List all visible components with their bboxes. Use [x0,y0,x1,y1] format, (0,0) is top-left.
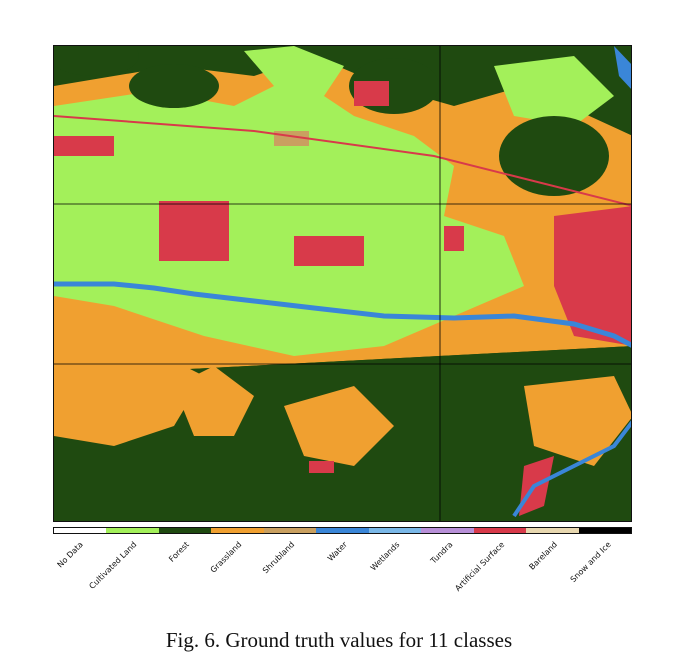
legend-label-tundra: Tundra [428,540,455,566]
legend-label-water: Water [325,540,349,564]
legend-label-grassland: Grassland [208,540,244,575]
artificial-surface-town-center [294,236,364,266]
land-cover-map [53,45,632,522]
legend-labels: No Data Cultivated Land Forest Grassland Shr… [53,536,632,596]
land-cover-map-svg [54,46,631,521]
road-line-main [54,115,631,207]
legend-label-snow-and-ice: Snow and Ice [568,540,613,585]
artificial-surface-patch [444,226,464,251]
legend-swatch-no-data [54,528,107,533]
cultivated-land-region-north [244,46,344,96]
cultivated-land-region-northeast [494,56,614,126]
legend-swatch-cultivated-land [106,528,159,533]
artificial-surface-city-east [554,206,631,346]
artificial-surface-north [354,81,389,106]
artificial-surface-west [54,136,114,156]
forest-patch-corner [54,46,139,76]
legend-swatch-shrubland [263,528,317,533]
legend-swatch-snow-and-ice [578,528,631,533]
legend-swatch-tundra [421,528,474,533]
legend-swatch-forest [158,528,212,533]
forest-patch-north-west [129,64,219,108]
legend-color-bar [53,527,632,534]
legend-swatch-bareland [526,528,579,533]
legend-label-forest: Forest [166,540,191,564]
forest-patch-east [499,116,609,196]
legend-label-artificial-surface: Artificial Surface [453,540,507,593]
cultivated-land-region-main [54,76,524,356]
lake-northeast [614,46,631,89]
legend-label-no-data: No Data [55,540,86,570]
legend-swatch-grassland [211,528,264,533]
grassland-patch-south [284,386,394,466]
legend-label-shrubland: Shrubland [260,540,297,576]
grassland-patch-southwest [54,326,204,446]
grassland-patch-southeast [524,376,631,466]
legend-label-cultivated-land: Cultivated Land [87,540,139,591]
legend-swatch-water [316,528,369,533]
river-southeast [512,420,631,518]
artificial-surface-south [309,461,334,473]
figure-caption: Fig. 6. Ground truth values for 11 class… [165,628,513,652]
grassland-patch-south-center [174,366,254,436]
legend-label-wetlands: Wetlands [368,540,402,573]
legend-swatch-wetlands [368,528,422,533]
river-main [54,281,631,348]
artificial-surface-town-west [159,201,229,261]
legend-label-bareland: Bareland [527,540,560,572]
legend-swatch-artificial-surface [473,528,527,533]
